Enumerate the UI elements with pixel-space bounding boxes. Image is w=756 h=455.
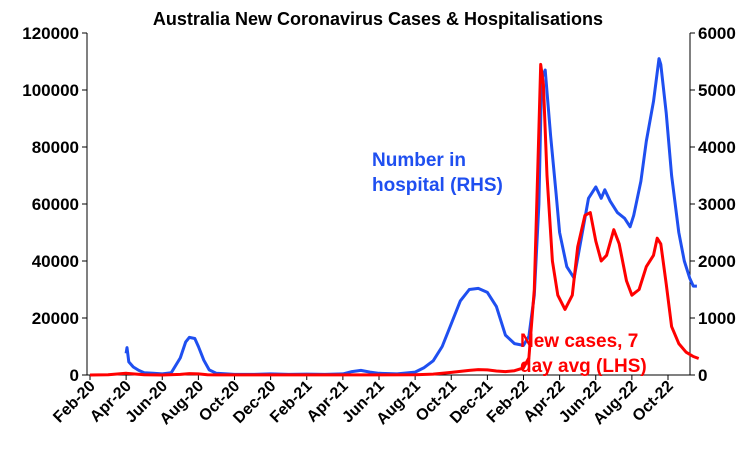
y-right-tick-label: 2000 [698, 252, 736, 271]
y-left-tick-label: 40000 [32, 252, 79, 271]
y-right-tick-label: 0 [698, 366, 707, 385]
hospital-annotation-line-2: hospital (RHS) [372, 175, 503, 196]
chart-title: Australia New Coronavirus Cases & Hospit… [152, 9, 604, 29]
hospital-annotation-line-1: Number in [372, 150, 466, 171]
y-left-tick-label: 20000 [32, 309, 79, 328]
y-right-tick-label: 4000 [698, 138, 736, 157]
cases-annotation-line-2: day avg (LHS) [520, 356, 647, 377]
hospital-series-line [124, 57, 697, 376]
y-left-tick-label: 100000 [22, 81, 79, 100]
y-left-tick-label: 120000 [22, 24, 79, 43]
cases-annotation-line-1: New cases, 7 [520, 331, 638, 352]
y-left-tick-label: 60000 [32, 195, 79, 214]
y-right-tick-label: 6000 [698, 24, 736, 43]
cases-series-line [89, 62, 700, 377]
y-left-tick-label: 80000 [32, 138, 79, 157]
y-left-tick-label: 0 [70, 366, 79, 385]
x-tick-label: Oct-22 [630, 378, 677, 425]
y-right-tick-label: 5000 [698, 81, 736, 100]
y-right-tick-label: 3000 [698, 195, 736, 214]
y-right-tick-label: 1000 [698, 309, 736, 328]
